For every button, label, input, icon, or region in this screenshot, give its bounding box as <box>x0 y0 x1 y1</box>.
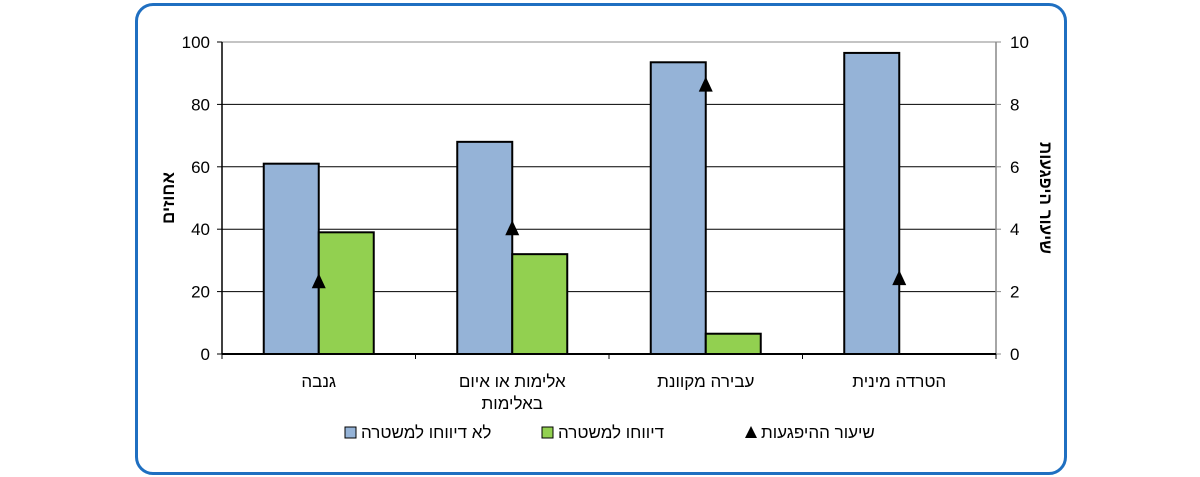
bar-reported <box>511 253 569 355</box>
bar-reported <box>704 332 762 356</box>
x-tick-label: אלימות או איום <box>459 372 566 391</box>
y-axis-title: אחוזים <box>159 172 178 224</box>
x-tick-label: גנבה <box>301 372 336 391</box>
y2-tick-label: 4 <box>1010 220 1019 239</box>
bar-not-reported <box>843 51 901 355</box>
y2-tick-label: 10 <box>1010 33 1029 52</box>
y-tick-label: 0 <box>201 345 210 364</box>
legend-label: שיעור ההיפגעות <box>761 423 875 442</box>
legend-swatch <box>344 426 357 439</box>
legend-swatch <box>541 426 554 439</box>
chart-frame <box>135 3 1067 475</box>
x-tick-label: עבירה מקוונת <box>657 372 754 391</box>
x-tick-label: הטרדה מינית <box>852 372 946 391</box>
x-tick-label: באלימות <box>482 394 543 413</box>
bar-reported <box>317 231 375 356</box>
victimization-marker <box>505 220 520 236</box>
y2-tick-label: 0 <box>1010 345 1019 364</box>
y2-tick-label: 2 <box>1010 283 1019 302</box>
legend-label: לא דיווחו למשטרה <box>361 423 491 442</box>
y-tick-label: 40 <box>191 220 210 239</box>
y2-tick-label: 8 <box>1010 95 1019 114</box>
y2-axis-title: שיעור היפגעות <box>1036 142 1055 254</box>
y2-tick-label: 6 <box>1010 158 1019 177</box>
victimization-marker <box>698 76 713 92</box>
victimization-marker <box>311 273 326 289</box>
bar-not-reported <box>456 140 514 355</box>
bar-not-reported <box>262 162 320 355</box>
y-tick-label: 20 <box>191 283 210 302</box>
legend-label: דיווחו למשטרה <box>558 423 664 442</box>
legend-marker <box>745 426 757 438</box>
victimization-marker <box>892 270 907 286</box>
y-tick-label: 60 <box>191 158 210 177</box>
y-tick-label: 80 <box>191 95 210 114</box>
y-tick-label: 100 <box>182 33 210 52</box>
bar-not-reported <box>649 61 707 355</box>
